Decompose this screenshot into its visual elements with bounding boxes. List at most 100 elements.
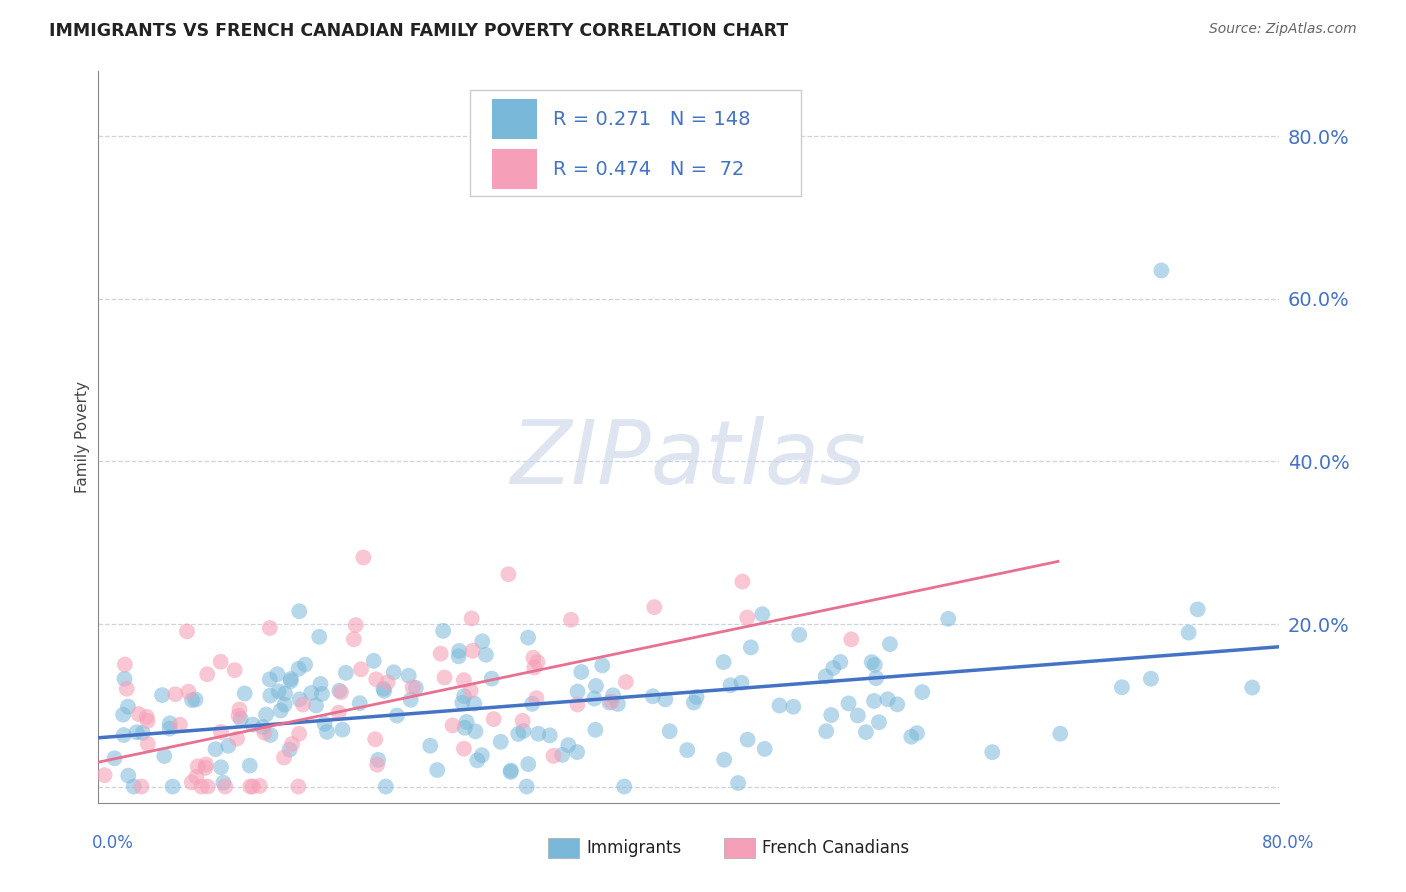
Point bbox=[1177, 625, 1199, 640]
Point bbox=[335, 665, 357, 680]
Point bbox=[830, 655, 852, 669]
Point bbox=[343, 632, 366, 647]
Point bbox=[583, 691, 606, 706]
Point bbox=[863, 657, 886, 672]
Point bbox=[602, 689, 624, 703]
Point bbox=[433, 671, 456, 685]
Point bbox=[463, 697, 485, 711]
Point bbox=[682, 696, 704, 710]
Point bbox=[181, 693, 204, 707]
Point bbox=[291, 698, 314, 712]
Point bbox=[453, 689, 475, 703]
Point bbox=[865, 671, 887, 685]
Point bbox=[114, 672, 136, 686]
Point bbox=[814, 669, 837, 683]
Point bbox=[585, 679, 607, 693]
Point bbox=[266, 667, 288, 681]
Point bbox=[294, 657, 316, 672]
Point bbox=[523, 660, 546, 674]
Point bbox=[768, 698, 790, 713]
Point bbox=[613, 780, 636, 794]
Point bbox=[782, 699, 804, 714]
Point bbox=[735, 610, 758, 624]
Point bbox=[367, 753, 389, 767]
Point bbox=[461, 644, 484, 658]
Point bbox=[125, 725, 148, 739]
Point bbox=[868, 715, 890, 730]
Point bbox=[643, 600, 665, 615]
Point bbox=[516, 780, 538, 794]
Point bbox=[583, 723, 606, 737]
Point bbox=[1187, 602, 1209, 616]
Point bbox=[839, 632, 862, 647]
Point bbox=[176, 624, 198, 639]
Point bbox=[226, 731, 249, 746]
Point bbox=[115, 681, 138, 696]
Point bbox=[128, 706, 150, 721]
Point bbox=[471, 634, 494, 648]
Point bbox=[481, 672, 503, 686]
Point bbox=[373, 681, 395, 696]
Point bbox=[112, 728, 135, 742]
Point bbox=[685, 690, 707, 704]
Point bbox=[366, 757, 388, 772]
Y-axis label: Family Poverty: Family Poverty bbox=[75, 381, 90, 493]
Point bbox=[1150, 263, 1173, 277]
Point bbox=[526, 691, 548, 706]
Point bbox=[159, 716, 181, 731]
Point bbox=[606, 697, 628, 711]
FancyBboxPatch shape bbox=[492, 149, 537, 189]
Point bbox=[209, 725, 232, 739]
Text: Immigrants: Immigrants bbox=[586, 839, 682, 857]
Point bbox=[308, 630, 330, 644]
Point bbox=[363, 654, 385, 668]
Point bbox=[526, 655, 548, 669]
Point bbox=[464, 724, 486, 739]
Point bbox=[228, 702, 250, 716]
Point bbox=[432, 624, 454, 638]
Point bbox=[274, 686, 297, 700]
Point bbox=[512, 714, 534, 728]
Point bbox=[229, 712, 252, 726]
Point bbox=[305, 698, 328, 713]
Point bbox=[838, 697, 860, 711]
Point bbox=[740, 640, 762, 655]
Point bbox=[815, 724, 838, 739]
Point bbox=[855, 725, 877, 739]
Point bbox=[373, 683, 395, 698]
Text: Source: ZipAtlas.com: Source: ZipAtlas.com bbox=[1209, 22, 1357, 37]
Point bbox=[209, 760, 232, 774]
Point bbox=[737, 732, 759, 747]
Point bbox=[239, 758, 262, 772]
Point bbox=[730, 675, 752, 690]
Point bbox=[150, 688, 173, 702]
Point bbox=[441, 718, 464, 732]
Point bbox=[366, 673, 388, 687]
Point bbox=[344, 618, 367, 632]
Point bbox=[242, 780, 264, 794]
FancyBboxPatch shape bbox=[492, 99, 537, 139]
Point bbox=[641, 690, 664, 704]
Point bbox=[713, 753, 735, 767]
Point bbox=[598, 696, 620, 710]
Point bbox=[863, 694, 886, 708]
Point bbox=[259, 728, 281, 742]
Point bbox=[900, 730, 922, 744]
Point bbox=[114, 657, 136, 672]
Point bbox=[429, 647, 451, 661]
Point bbox=[557, 738, 579, 752]
Point bbox=[471, 748, 494, 763]
Point bbox=[382, 665, 405, 680]
Point bbox=[314, 716, 336, 731]
Point bbox=[731, 574, 754, 589]
Point bbox=[517, 631, 540, 645]
Point bbox=[352, 550, 374, 565]
Point bbox=[287, 780, 309, 794]
Point bbox=[676, 743, 699, 757]
Point bbox=[224, 663, 246, 677]
Text: IMMIGRANTS VS FRENCH CANADIAN FAMILY POVERTY CORRELATION CHART: IMMIGRANTS VS FRENCH CANADIAN FAMILY POV… bbox=[49, 22, 789, 40]
Point bbox=[517, 757, 540, 772]
Point bbox=[876, 692, 898, 706]
Point bbox=[328, 706, 350, 720]
Point bbox=[287, 662, 309, 676]
